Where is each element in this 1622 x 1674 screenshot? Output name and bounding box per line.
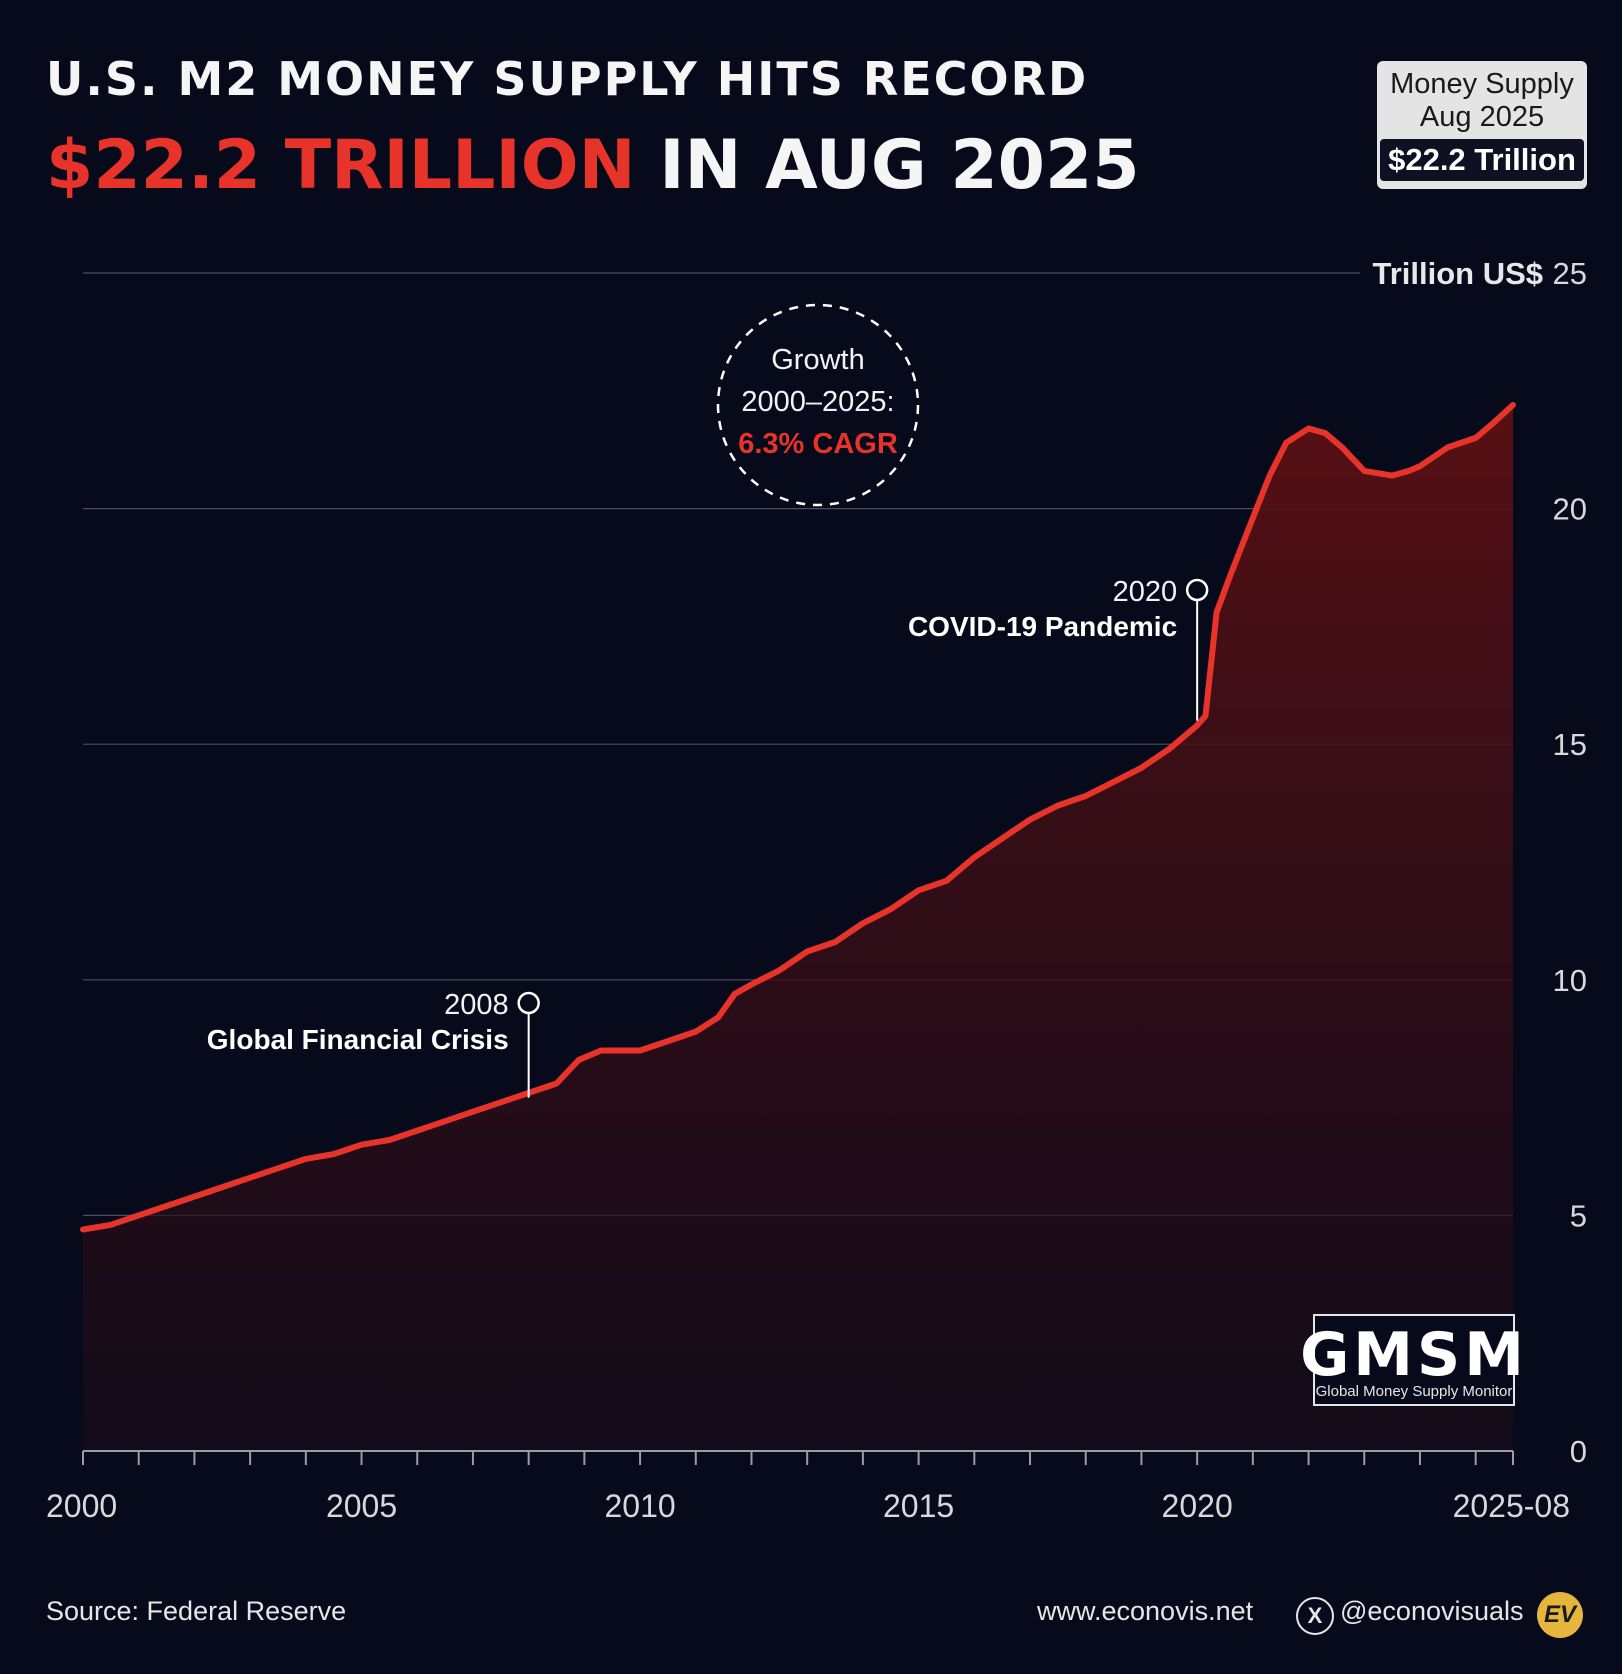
x-tick-label-2025-08: 2025-08 bbox=[1453, 1488, 1570, 1524]
growth-callout: Growth 2000–2025: 6.3% CAGR bbox=[716, 303, 920, 507]
title-rest: IN AUG 2025 bbox=[659, 126, 1140, 205]
y-tick-label-10: 10 bbox=[1553, 963, 1587, 998]
growth-line1: Growth bbox=[771, 344, 864, 376]
badge-line1: Money Supply bbox=[1390, 68, 1574, 100]
growth-circle bbox=[716, 303, 920, 507]
annotation-text-2008: Global Financial Crisis bbox=[207, 1024, 509, 1055]
gmsm-logo-box bbox=[1313, 1314, 1515, 1406]
x-tick-label-2005: 2005 bbox=[326, 1488, 397, 1524]
annotation-text-2020: COVID-19 Pandemic bbox=[908, 611, 1177, 642]
series-line bbox=[80, 401, 1516, 1233]
y-tick-label-0: 0 bbox=[1570, 1434, 1587, 1469]
source-text: Source: Federal Reserve bbox=[46, 1596, 347, 1626]
y-tick-label-25: 25 bbox=[1553, 256, 1587, 291]
value-badge: Money Supply Aug 2025 $22.2 Trillion bbox=[1377, 61, 1587, 189]
badge-line2: Aug 2025 bbox=[1419, 101, 1545, 133]
gmsm-logo: GMSM Global Money Supply Monitor bbox=[1300, 1314, 1528, 1406]
area-fill bbox=[83, 404, 1513, 1451]
x-tick-label-2000: 2000 bbox=[46, 1488, 117, 1524]
growth-line2: 2000–2025: bbox=[741, 386, 894, 418]
gmsm-logo-big: GMSM bbox=[1300, 1320, 1528, 1390]
axis-layer: 0 5 10 15 20 25 Trillion US$ 2000 2005 2010 2015 20… bbox=[46, 256, 1587, 1524]
annotation-marker-2008 bbox=[517, 991, 540, 1015]
y-tick-label-5: 5 bbox=[1570, 1198, 1587, 1233]
gmsm-logo-small: Global Money Supply Monitor bbox=[1316, 1383, 1513, 1400]
badge-value: $22.2 Trillion bbox=[1380, 139, 1584, 181]
x-tick-label-2015: 2015 bbox=[883, 1488, 954, 1524]
annotation-year-2008: 2008 bbox=[444, 989, 509, 1021]
y-axis-unit-label: Trillion US$ bbox=[1372, 256, 1543, 291]
x-tick-label-2020: 2020 bbox=[1162, 1488, 1233, 1524]
title-line2: $22.2 TRILLION IN AUG 2025 bbox=[46, 126, 1140, 205]
social-handle[interactable]: @econovisuals bbox=[1340, 1596, 1524, 1626]
x-tick-label-2010: 2010 bbox=[604, 1488, 675, 1524]
y-tick-label-20: 20 bbox=[1553, 492, 1587, 527]
x-social-icon[interactable]: X bbox=[1296, 1597, 1334, 1635]
ev-logo-icon: EV bbox=[1537, 1592, 1583, 1638]
y-tick-label-15: 15 bbox=[1553, 727, 1587, 762]
website-link[interactable]: www.econovis.net bbox=[1037, 1596, 1254, 1626]
title-highlight: $22.2 TRILLION bbox=[46, 126, 636, 205]
title-line1: U.S. M2 MONEY SUPPLY HITS RECORD bbox=[46, 52, 1089, 106]
growth-line3: 6.3% CAGR bbox=[738, 428, 898, 460]
annotation-year-2020: 2020 bbox=[1113, 576, 1178, 608]
annotation-marker-2020 bbox=[1185, 578, 1209, 602]
